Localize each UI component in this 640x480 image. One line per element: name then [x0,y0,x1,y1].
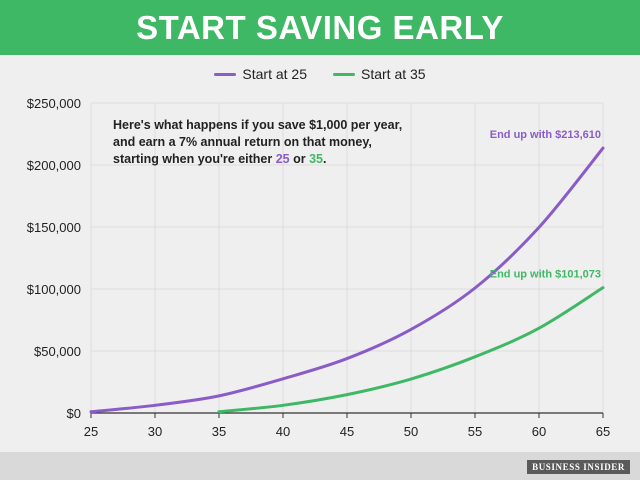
annotation-line-3-mid: or [289,152,310,166]
title-bar: START SAVING EARLY [0,0,640,55]
end-value-label-start-25: End up with $213,610 [490,129,601,141]
x-tick-label: 30 [148,424,162,439]
annotation-age-25: 25 [275,152,290,166]
line-chart: 25 30 35 40 45 50 55 60 65 $0 $50,000 $100,000 $150,… [27,96,610,439]
legend-swatch-start-25 [214,72,237,76]
legend-item-start-35: Start at 35 [333,66,426,82]
legend-item-start-25: Start at 25 [214,66,307,82]
x-tick-label: 60 [532,424,546,439]
legend-label-start-25: Start at 25 [242,66,307,82]
footer-bar: BUSINESS INSIDER [0,452,640,480]
y-tick-label: $150,000 [27,220,81,235]
legend-label-start-35: Start at 35 [361,66,426,82]
annotation-line-1: Here's what happens if you save $1,000 p… [113,118,403,132]
x-tick-label: 45 [340,424,354,439]
legend: Start at 25 Start at 35 [0,66,640,82]
annotation-line-2: and earn a 7% annual return on that mone… [113,135,372,149]
annotation-line-3-prefix: starting when you're either [113,152,276,166]
x-tick-label: 50 [404,424,418,439]
business-insider-logo: BUSINESS INSIDER [527,460,630,474]
annotation-line-3-suffix: . [323,152,327,166]
annotation-age-35: 35 [309,152,323,166]
annotation-line-3: starting when you're either 25 or 35. [113,151,402,168]
series-line-start-25 [89,146,605,414]
y-tick-label: $50,000 [34,344,81,359]
y-tick-label: $200,000 [27,158,81,173]
chart-title: START SAVING EARLY [136,8,504,46]
x-tick-label: 55 [468,424,482,439]
y-tick-label: $250,000 [27,96,81,111]
chart-annotation: Here's what happens if you save $1,000 p… [113,117,402,168]
x-tick-label: 25 [84,424,98,439]
x-tick-label: 35 [212,424,226,439]
x-tick-label: 65 [596,424,610,439]
end-value-label-start-35: End up with $101,073 [490,269,601,281]
x-tick-label: 40 [276,424,290,439]
y-tick-label: $100,000 [27,282,81,297]
y-tick-label: $0 [67,406,81,421]
legend-swatch-start-35 [333,72,355,76]
